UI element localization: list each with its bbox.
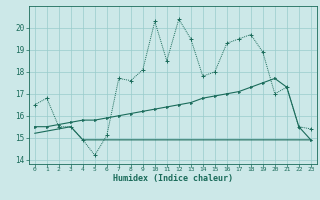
X-axis label: Humidex (Indice chaleur): Humidex (Indice chaleur) bbox=[113, 174, 233, 183]
